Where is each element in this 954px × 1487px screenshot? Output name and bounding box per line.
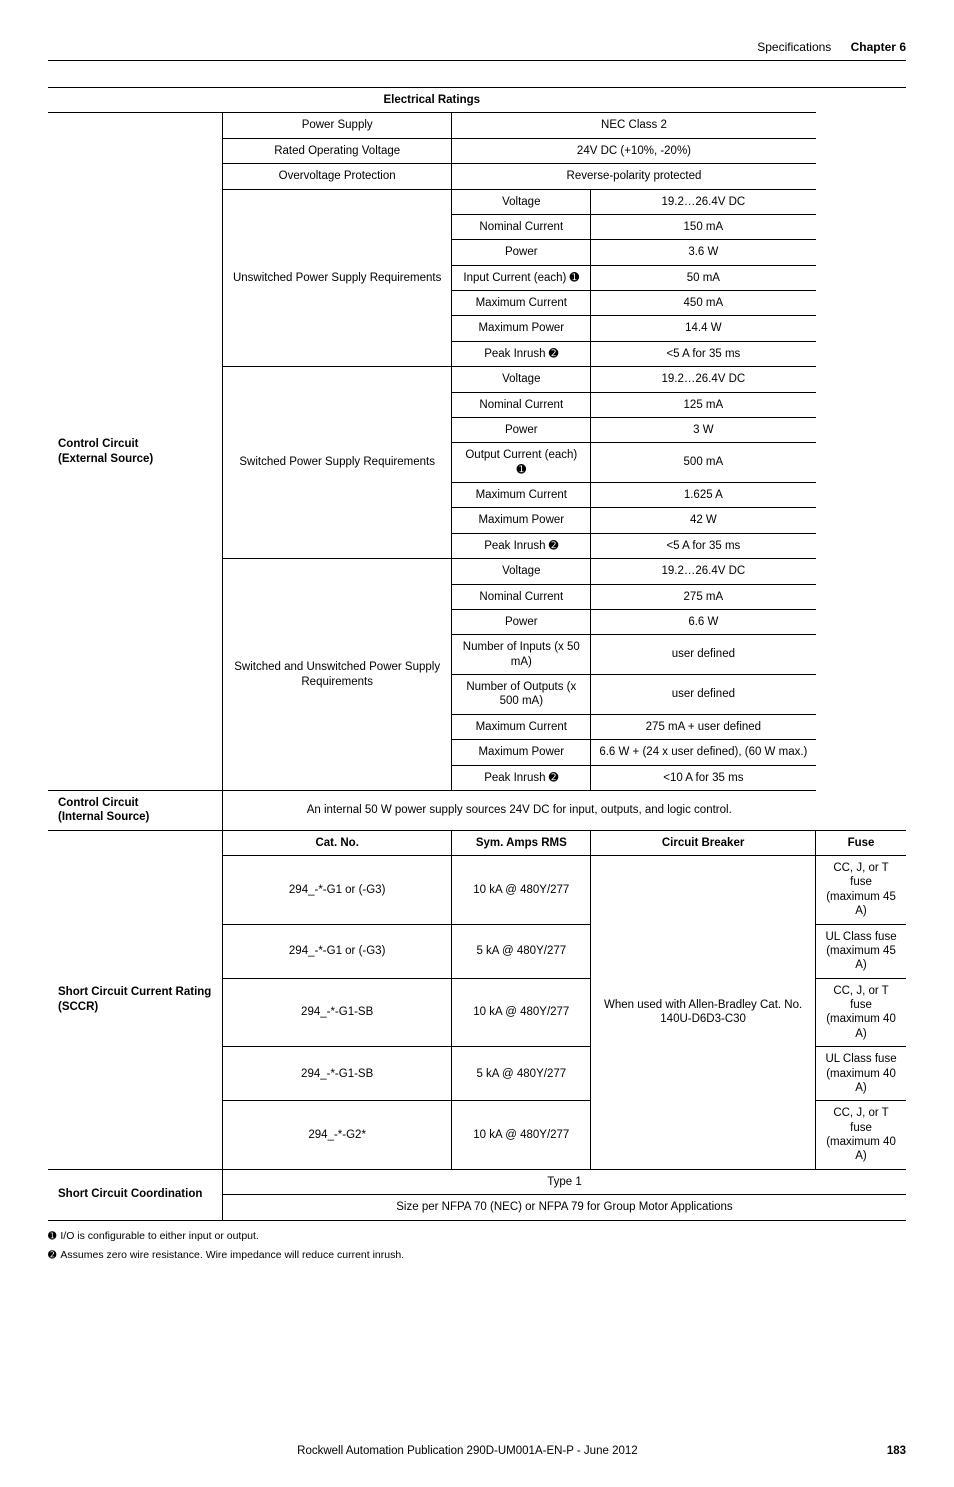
footer-publication: Rockwell Automation Publication 290D-UM0…	[297, 1445, 638, 1457]
param-value: 3.6 W	[591, 240, 816, 265]
sccr-label: Short Circuit Current Rating (SCCR)	[48, 830, 222, 1169]
sccr-amps: 10 kA @ 480Y/277	[452, 856, 591, 925]
sccr-cat: 294_-*-G1-SB	[222, 1047, 451, 1101]
sccr-cat: 294_-*-G2*	[222, 1101, 451, 1170]
sccr-cat: 294_-*-G1 or (-G3)	[222, 856, 451, 925]
footer-page-number: 183	[887, 1445, 906, 1457]
param-label: Power Supply	[222, 113, 451, 138]
group-label: Unswitched Power Supply Requirements	[222, 189, 451, 367]
param-label: Peak Inrush ➋	[452, 765, 591, 790]
sccr-amps: 10 kA @ 480Y/277	[452, 978, 591, 1047]
param-label: Maximum Power	[452, 740, 591, 765]
param-value: user defined	[591, 675, 816, 715]
param-value: <5 A for 35 ms	[591, 341, 816, 366]
control-circuit-external-label: Control Circuit(External Source)	[48, 113, 222, 791]
param-value: 275 mA	[591, 584, 816, 609]
param-label: Peak Inrush ➋	[452, 533, 591, 558]
sccr-fuse: UL Class fuse(maximum 40 A)	[816, 1047, 906, 1101]
param-label: Input Current (each) ➊	[452, 265, 591, 290]
param-value: <5 A for 35 ms	[591, 533, 816, 558]
header-chapter: Chapter 6	[851, 40, 906, 54]
scc-value: Size per NFPA 70 (NEC) or NFPA 79 for Gr…	[222, 1195, 906, 1220]
param-label: Power	[452, 240, 591, 265]
param-value: NEC Class 2	[452, 113, 816, 138]
param-value: 24V DC (+10%, -20%)	[452, 138, 816, 163]
param-label: Maximum Current	[452, 483, 591, 508]
param-label: Nominal Current	[452, 392, 591, 417]
param-label: Power	[452, 609, 591, 634]
param-value: 42 W	[591, 508, 816, 533]
param-value: 14.4 W	[591, 316, 816, 341]
footnote-2: ➋Assumes zero wire resistance. Wire impe…	[48, 1246, 906, 1265]
param-label: Maximum Current	[452, 291, 591, 316]
footnote-1: ➊I/O is configurable to either input or …	[48, 1227, 906, 1246]
page-header: Specifications Chapter 6	[48, 40, 906, 61]
control-internal-text: An internal 50 W power supply sources 24…	[222, 790, 815, 830]
param-label: Number of Outputs (x 500 mA)	[452, 675, 591, 715]
param-value: Reverse-polarity protected	[452, 164, 816, 189]
param-label: Maximum Power	[452, 316, 591, 341]
electrical-ratings-table: Electrical RatingsControl Circuit(Extern…	[48, 87, 906, 1221]
header-section: Specifications	[757, 40, 831, 54]
param-label: Voltage	[452, 189, 591, 214]
sccr-cat: 294_-*-G1 or (-G3)	[222, 924, 451, 978]
sccr-cat: 294_-*-G1-SB	[222, 978, 451, 1047]
param-value: 275 mA + user defined	[591, 714, 816, 739]
sccr-header-cell: Fuse	[816, 830, 906, 855]
scc-label: Short Circuit Coordination	[48, 1169, 222, 1220]
sccr-breaker: When used with Allen-Bradley Cat. No. 14…	[591, 856, 816, 1170]
param-value: 19.2…26.4V DC	[591, 559, 816, 584]
param-value: 500 mA	[591, 443, 816, 483]
param-label: Number of Inputs (x 50 mA)	[452, 635, 591, 675]
param-label: Peak Inrush ➋	[452, 341, 591, 366]
sccr-amps: 5 kA @ 480Y/277	[452, 924, 591, 978]
control-circuit-internal-label: Control Circuit(Internal Source)	[48, 790, 222, 830]
sccr-amps: 10 kA @ 480Y/277	[452, 1101, 591, 1170]
param-value: 6.6 W	[591, 609, 816, 634]
param-value: 125 mA	[591, 392, 816, 417]
sccr-fuse: CC, J, or T fuse(maximum 40 A)	[816, 1101, 906, 1170]
param-label: Maximum Power	[452, 508, 591, 533]
param-value: 3 W	[591, 417, 816, 442]
param-label: Output Current (each) ➊	[452, 443, 591, 483]
param-label: Maximum Current	[452, 714, 591, 739]
param-label: Voltage	[452, 559, 591, 584]
sccr-fuse: UL Class fuse(maximum 45 A)	[816, 924, 906, 978]
sccr-header-cell: Cat. No.	[222, 830, 451, 855]
param-label: Nominal Current	[452, 584, 591, 609]
param-value: 1.625 A	[591, 483, 816, 508]
param-label: Overvoltage Protection	[222, 164, 451, 189]
table-title: Electrical Ratings	[48, 88, 816, 113]
param-label: Rated Operating Voltage	[222, 138, 451, 163]
param-label: Nominal Current	[452, 214, 591, 239]
page-footer: Rockwell Automation Publication 290D-UM0…	[48, 1445, 906, 1457]
param-value: 19.2…26.4V DC	[591, 189, 816, 214]
param-value: 450 mA	[591, 291, 816, 316]
param-label: Voltage	[452, 367, 591, 392]
scc-value: Type 1	[222, 1169, 906, 1194]
param-value: 6.6 W + (24 x user defined), (60 W max.)	[591, 740, 816, 765]
group-label: Switched Power Supply Requirements	[222, 367, 451, 559]
group-label: Switched and Unswitched Power Supply Req…	[222, 559, 451, 791]
sccr-fuse: CC, J, or T fuse(maximum 40 A)	[816, 978, 906, 1047]
footnotes: ➊I/O is configurable to either input or …	[48, 1227, 906, 1265]
param-value: 150 mA	[591, 214, 816, 239]
param-value: user defined	[591, 635, 816, 675]
sccr-fuse: CC, J, or T fuse(maximum 45 A)	[816, 856, 906, 925]
param-value: 19.2…26.4V DC	[591, 367, 816, 392]
sccr-amps: 5 kA @ 480Y/277	[452, 1047, 591, 1101]
param-value: <10 A for 35 ms	[591, 765, 816, 790]
param-value: 50 mA	[591, 265, 816, 290]
sccr-header-cell: Circuit Breaker	[591, 830, 816, 855]
sccr-header-cell: Sym. Amps RMS	[452, 830, 591, 855]
param-label: Power	[452, 417, 591, 442]
